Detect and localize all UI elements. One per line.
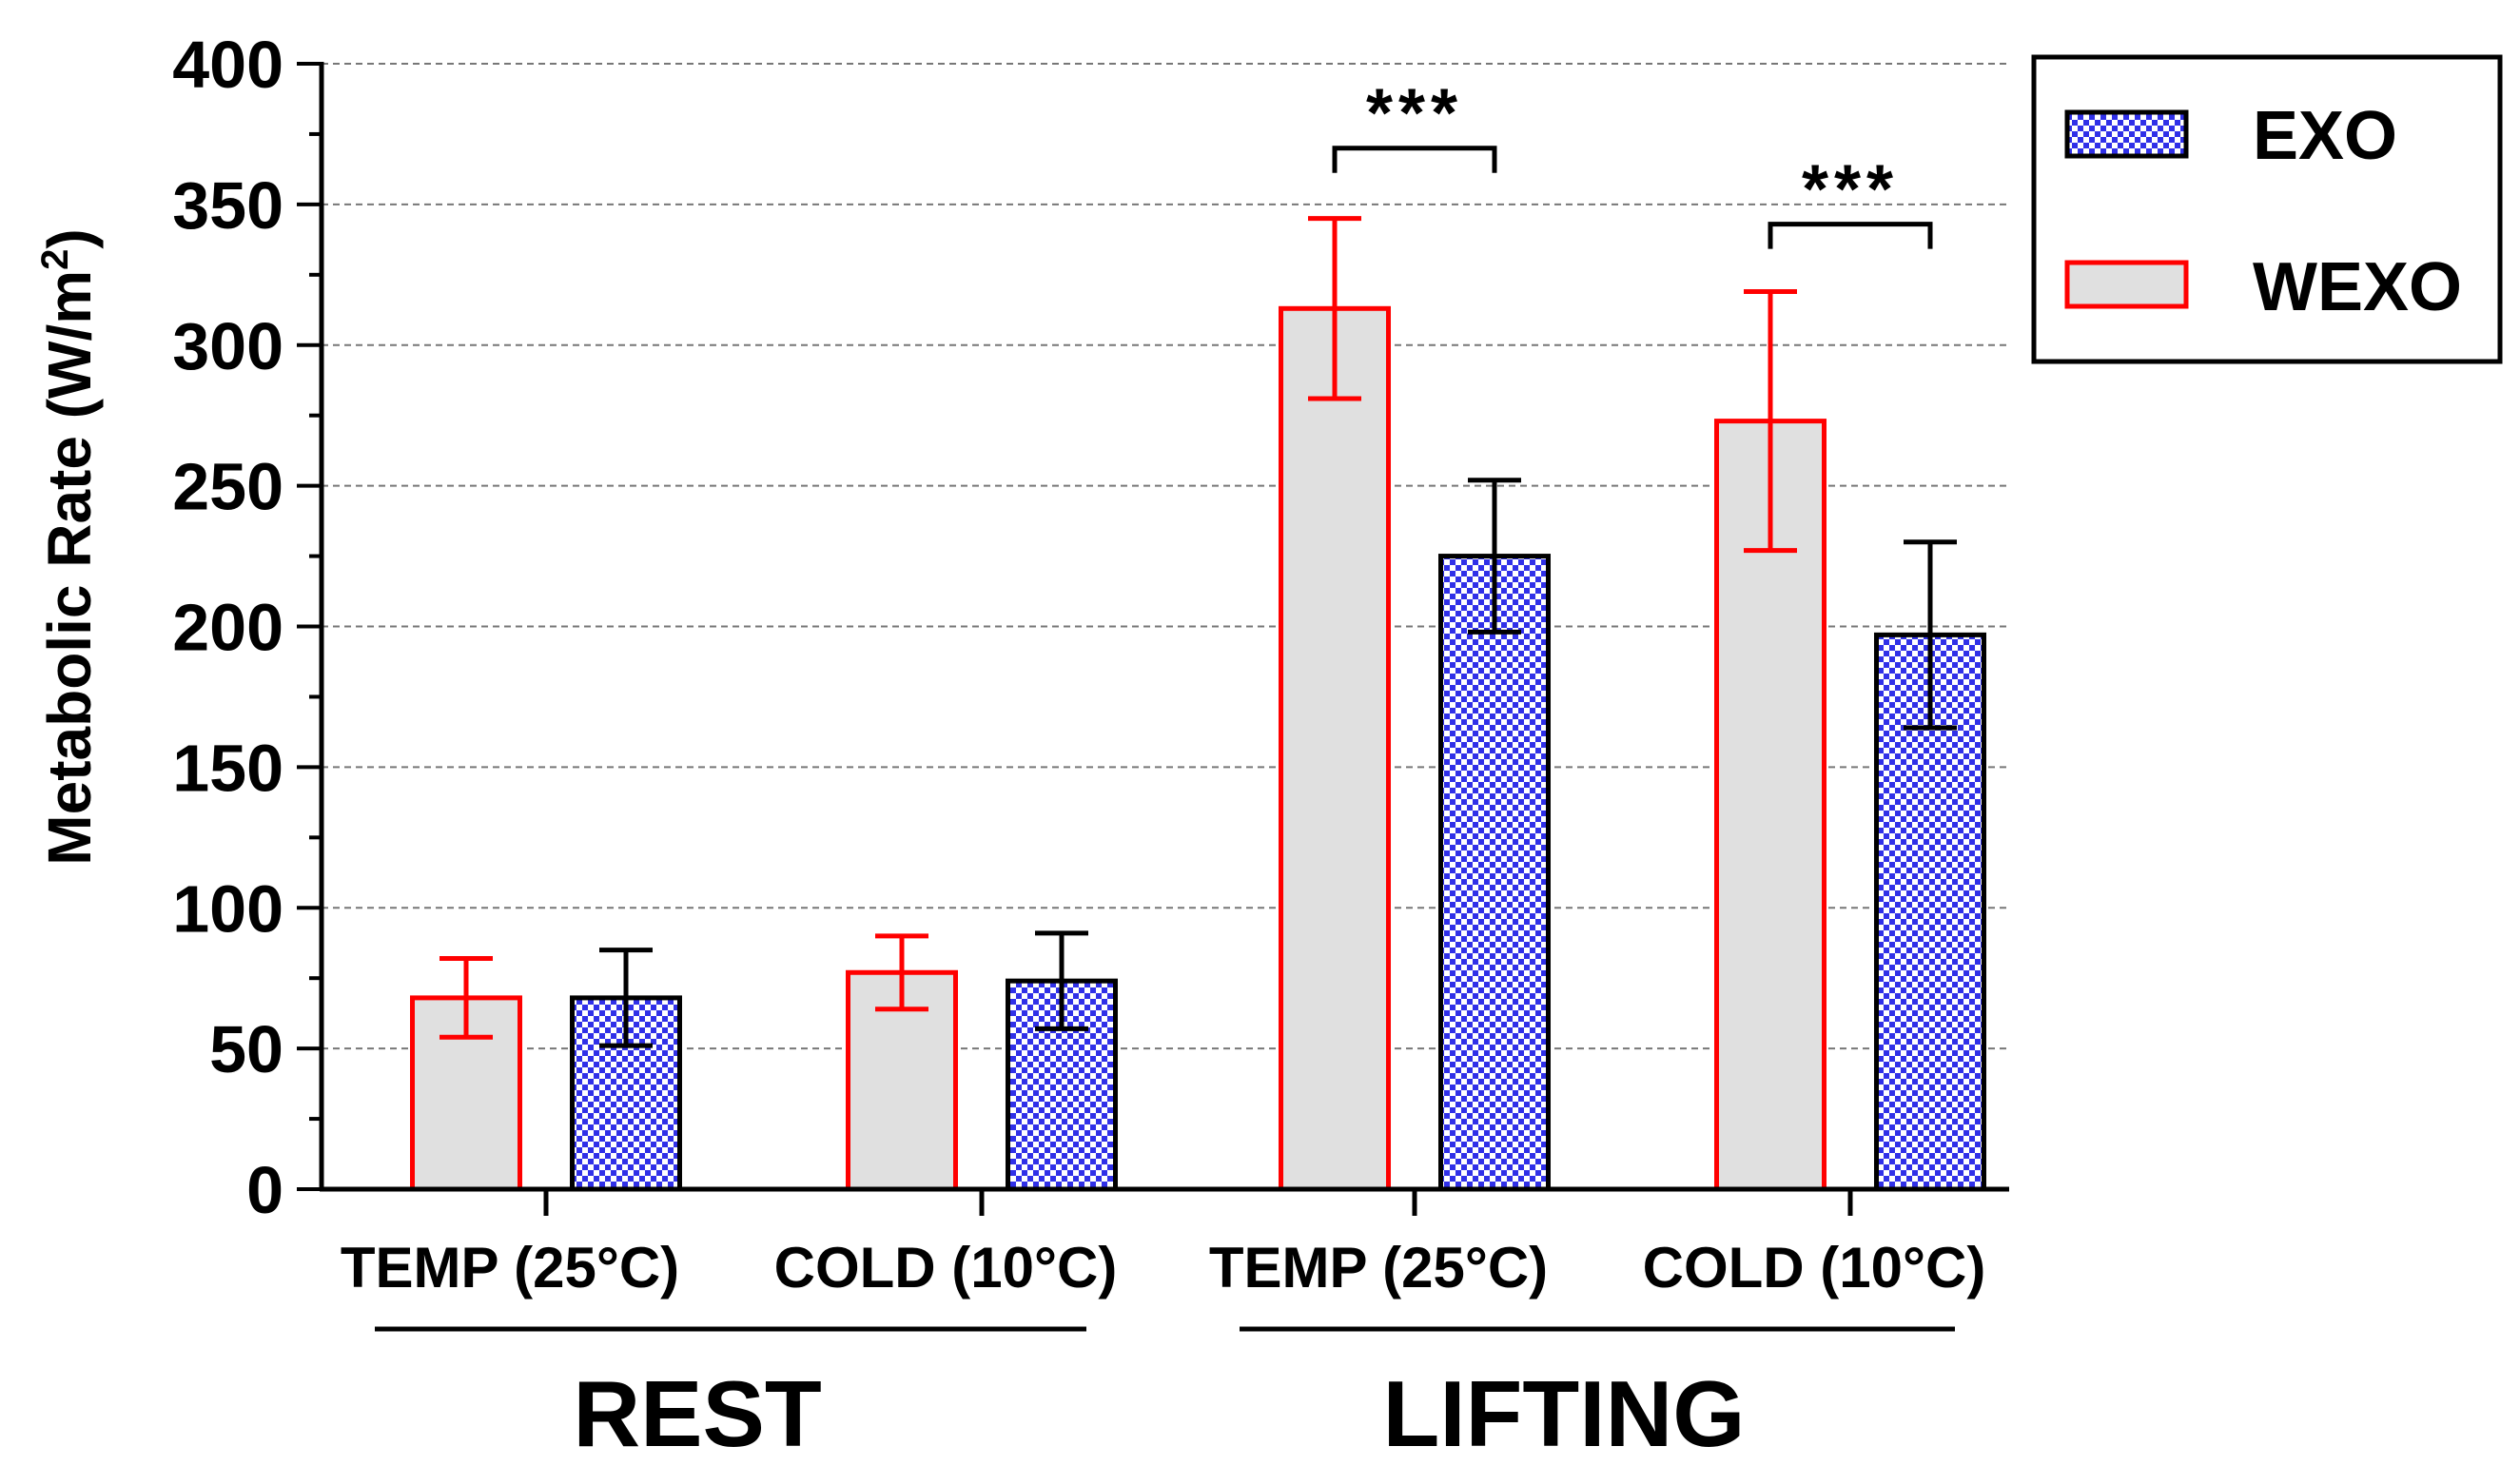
group-label-lifting: LIFTING: [1382, 1361, 1745, 1466]
bars: [410, 216, 1986, 1192]
y-tick-label-50: 50: [209, 1012, 283, 1086]
legend-swatch-exo: [2064, 109, 2189, 159]
bar-exo-2: [1438, 554, 1551, 1192]
y-tick-label-400: 400: [172, 28, 283, 102]
legend: EXO WEXO: [2031, 54, 2503, 364]
y-tick-label-100: 100: [172, 871, 283, 946]
significance-bracket-0: [1332, 146, 1497, 173]
x-tick-label-3: COLD (10°C): [1643, 1236, 1986, 1300]
significance-annotations: *** ***: [1332, 76, 1933, 249]
y-tick-label-150: 150: [172, 731, 283, 805]
y-tick-label-200: 200: [172, 591, 283, 665]
significance-label-0: ***: [1366, 76, 1463, 152]
y-tick-label-0: 0: [246, 1153, 283, 1227]
y-tick-label-350: 350: [172, 168, 283, 243]
legend-label-wexo: WEXO: [2253, 249, 2462, 325]
y-tick-label-250: 250: [172, 450, 283, 524]
bar-wexo-2: [1279, 305, 1391, 1192]
y-tick-label-300: 300: [172, 309, 283, 383]
legend-label-exo: EXO: [2253, 98, 2397, 174]
x-tick-label-2: TEMP (25°C): [1209, 1236, 1548, 1300]
y-axis-label: Metabolic Rate (W/m2): [34, 228, 104, 865]
y-axis: 0 50 100 150 200 250 300 350 400: [172, 28, 324, 1227]
group-label-rest: REST: [573, 1361, 821, 1466]
x-axis: TEMP (25°C) COLD (10°C) TEMP (25°C) COLD (1…: [320, 1186, 2009, 1466]
significance-bracket-1: [1768, 222, 1933, 249]
x-tick-label-0: TEMP (25°C): [341, 1236, 679, 1300]
significance-label-1: ***: [1802, 152, 1899, 228]
x-tick-label-1: COLD (10°C): [774, 1236, 1118, 1300]
legend-box: [2031, 54, 2503, 364]
legend-swatch-wexo: [2064, 260, 2189, 309]
